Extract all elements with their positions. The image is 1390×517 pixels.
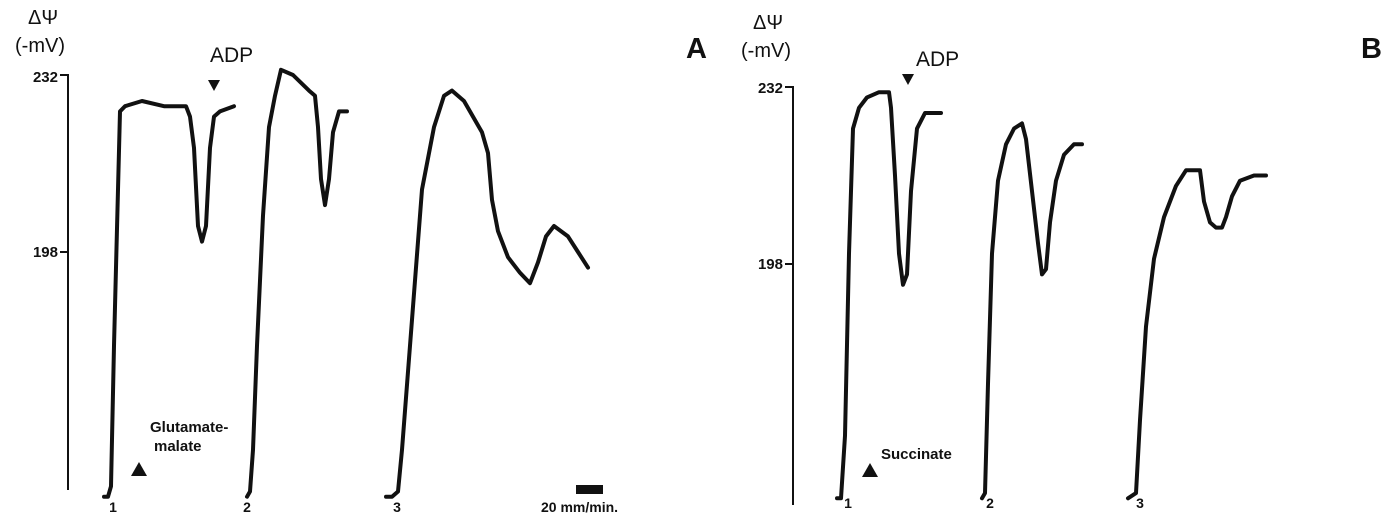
panel-b-ytick-232: 232 <box>758 80 783 97</box>
panel-a-trace-number-2: 2 <box>243 499 251 515</box>
panel-b-trace-number-3: 3 <box>1136 495 1144 511</box>
panel-a-substrate-label-line1: Glutamate- <box>150 419 228 436</box>
panel-b-ylabel-unit: (-mV) <box>741 40 791 62</box>
panel-a-adp-label: ADP <box>210 44 253 67</box>
panel-b-y-axis <box>785 86 794 505</box>
panel-a-label: A <box>686 33 707 65</box>
panel-b-trace-number-2: 2 <box>986 495 994 511</box>
panel-b-substrate-label: Succinate <box>881 446 952 463</box>
panel-b-traces <box>835 90 1268 501</box>
panel-a-trace-2 <box>245 67 349 499</box>
panel-b-trace-1 <box>835 90 943 501</box>
panel-b-label: B <box>1361 33 1382 65</box>
time-scale-label: 20 mm/min. <box>541 499 618 515</box>
panel-a-traces <box>102 67 590 499</box>
panel-b-adp-label: ADP <box>916 48 959 71</box>
panel-b-substrate-arrow <box>862 463 878 477</box>
panel-a-trace-3 <box>384 88 590 499</box>
panel-a-y-axis <box>60 74 69 490</box>
panel-b-trace-number-1: 1 <box>844 495 852 511</box>
panel-b-trace-numbers: 1 2 3 <box>844 495 1144 511</box>
panel-b-trace-3 <box>1126 168 1268 501</box>
panel-a-trace-number-1: 1 <box>109 499 117 515</box>
panel-b-ytick-198: 198 <box>758 256 783 273</box>
panel-a-ytick-198: 198 <box>33 244 58 261</box>
panel-b: ΔΨ (-mV) 232 198 ADP B Succinate 1 2 3 <box>741 12 1382 511</box>
panel-b-ylabel-symbol: ΔΨ <box>753 12 783 34</box>
panel-a-trace-numbers: 1 2 3 <box>109 499 401 515</box>
panel-a-trace-number-3: 3 <box>393 499 401 515</box>
panel-a-ylabel-symbol: ΔΨ <box>28 7 58 29</box>
panel-a-ytick-232: 232 <box>33 69 58 86</box>
panel-b-adp-arrow <box>902 74 914 85</box>
panel-a-substrate-arrow <box>131 462 147 476</box>
panel-a-adp-arrow <box>208 80 220 91</box>
panel-a-trace-1 <box>102 99 236 499</box>
panel-a: ΔΨ (-mV) 232 198 ADP A Glutamate- malate… <box>15 7 707 515</box>
panel-a-ylabel-unit: (-mV) <box>15 35 65 57</box>
time-scale-bar <box>576 485 603 494</box>
panel-a-substrate-label-line2: malate <box>154 438 202 455</box>
panel-b-trace-2 <box>980 121 1084 501</box>
